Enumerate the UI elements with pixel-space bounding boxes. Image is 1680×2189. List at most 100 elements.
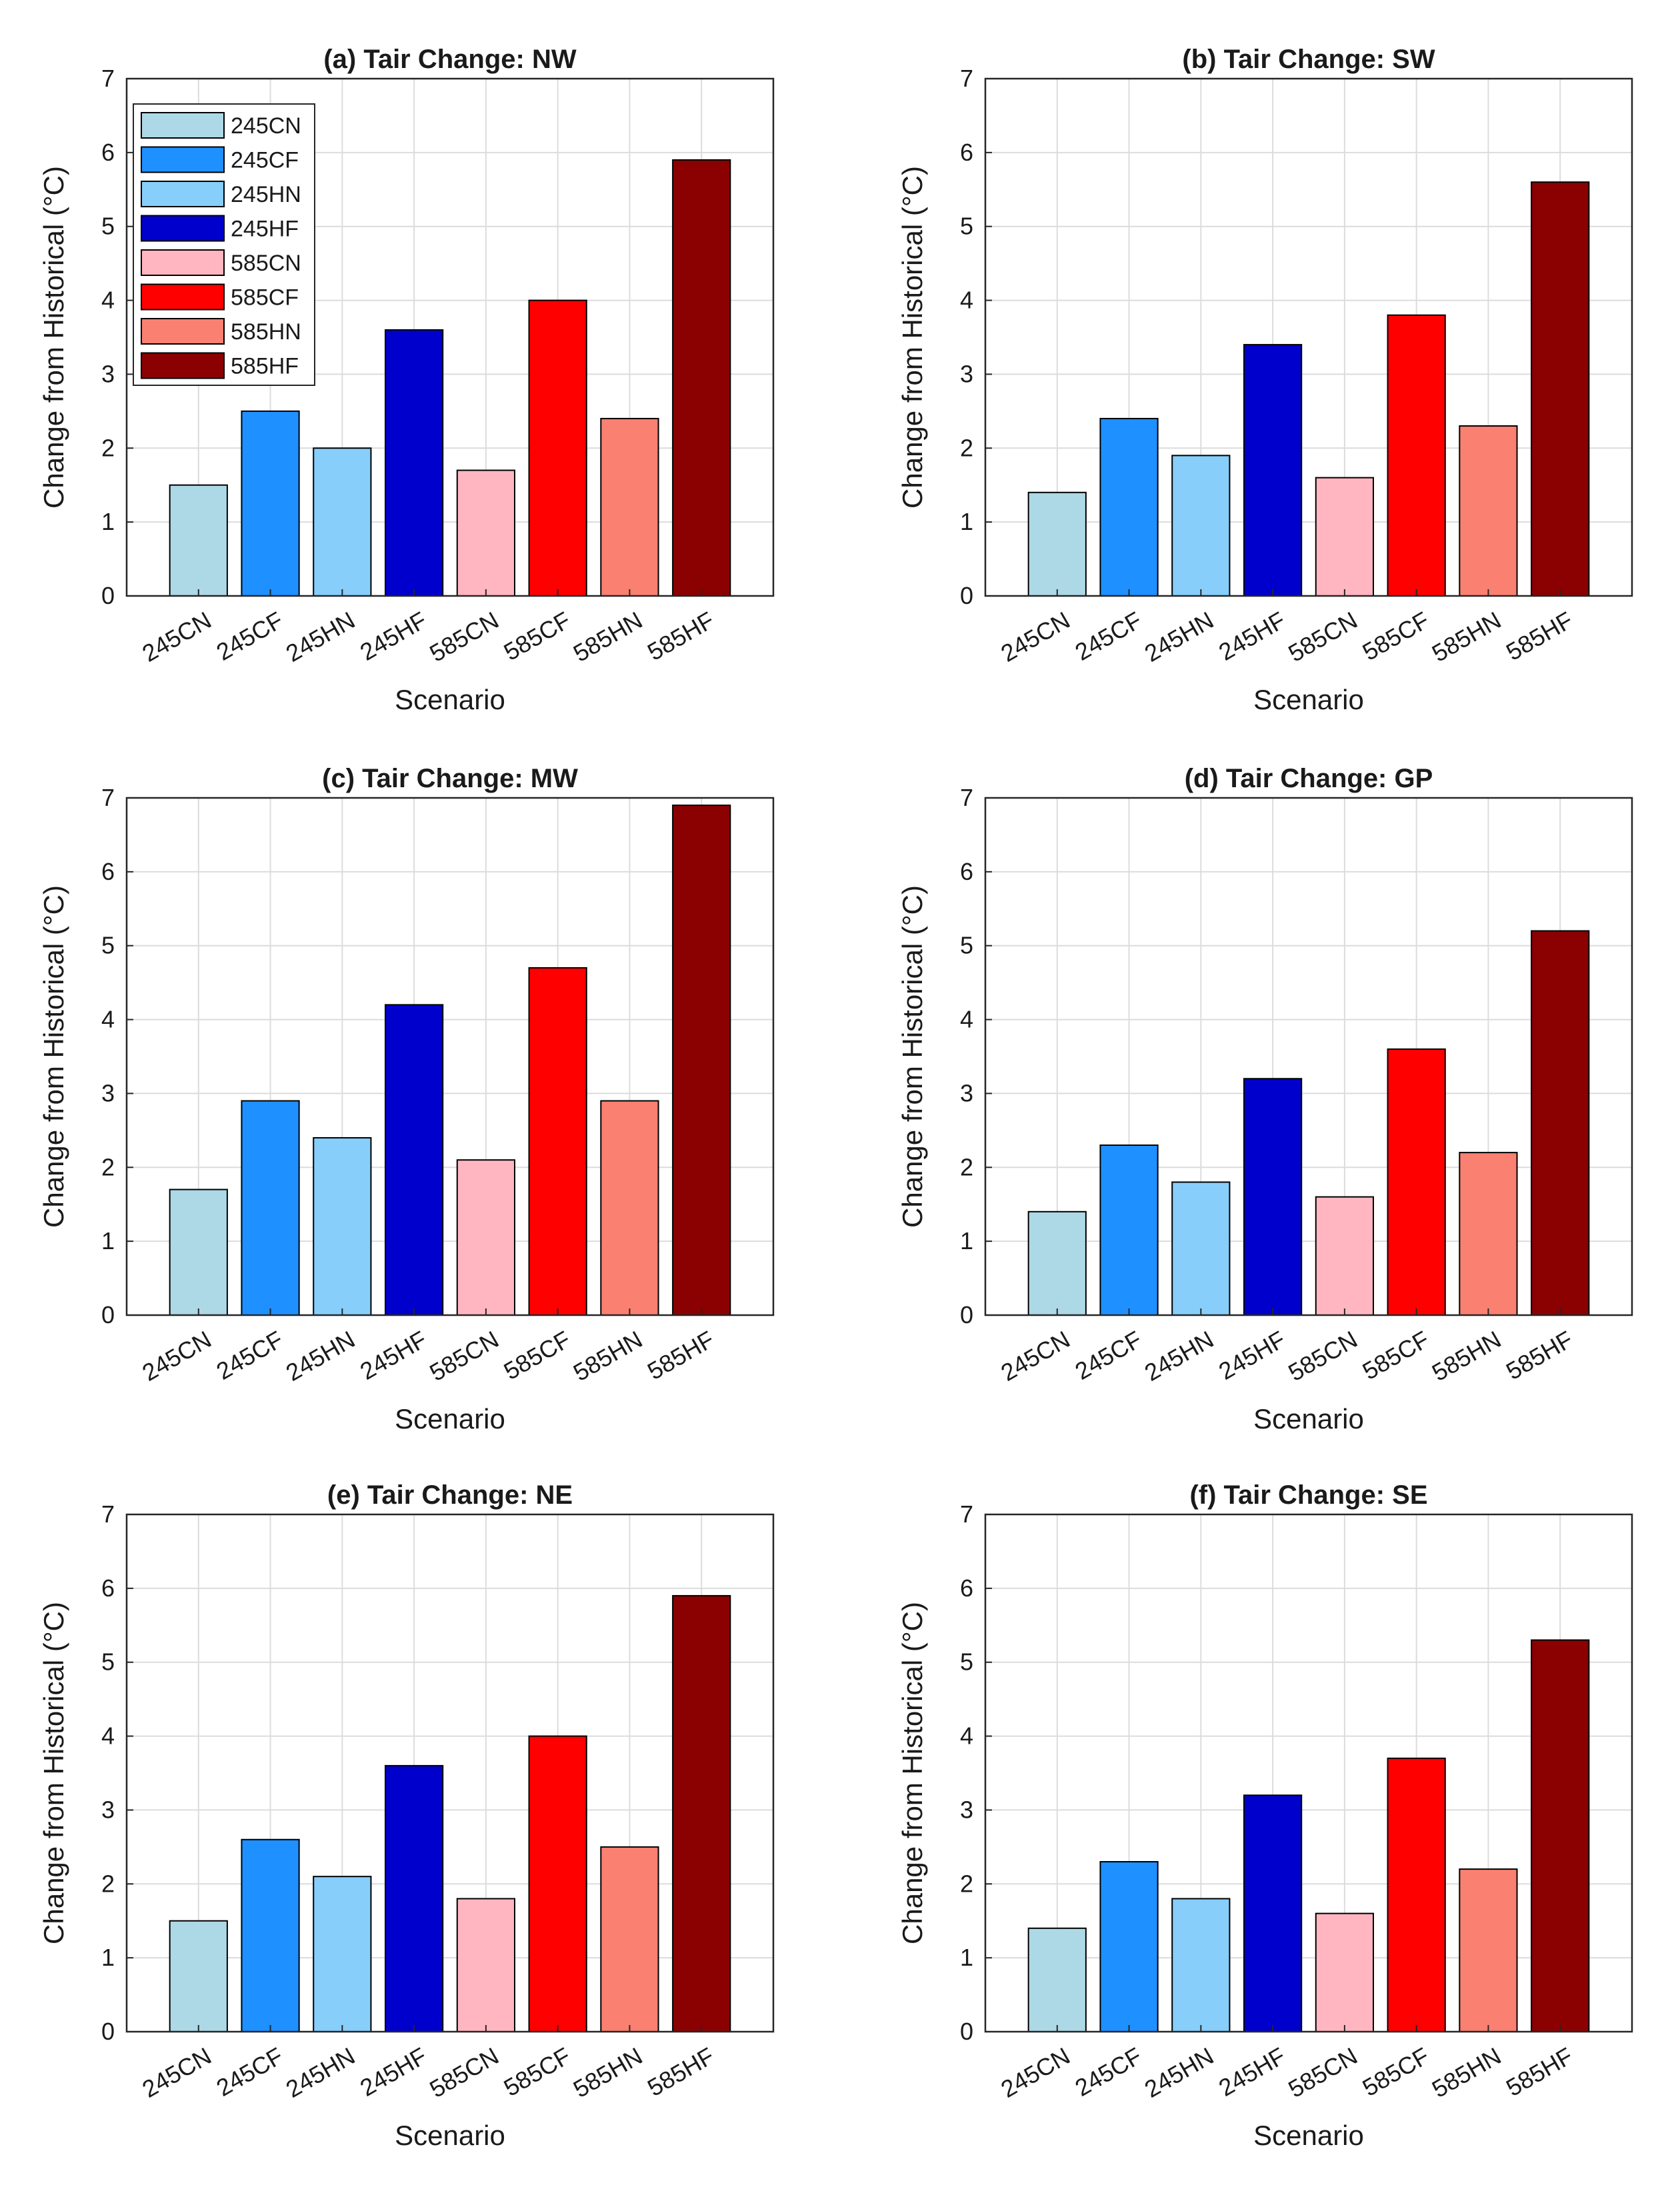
y-tick-label: 0: [101, 2018, 115, 2045]
plot-area: [127, 1514, 773, 2032]
y-tick-label: 1: [101, 508, 115, 535]
plot-area: [985, 1514, 1632, 2032]
x-tick-label: 585CF: [1358, 1325, 1434, 1385]
y-tick-label: 7: [101, 65, 115, 92]
x-tick-label: 585HF: [1501, 2042, 1577, 2102]
x-tick-label: 245CN: [137, 1325, 216, 1386]
y-tick-label: 2: [101, 434, 115, 461]
chart-panel-5: 01234567245CN245CF245HN245HF585CN585CF58…: [38, 1480, 775, 2151]
legend-label: 585HN: [231, 319, 301, 345]
x-tick-label: 245CF: [211, 2042, 287, 2102]
x-tick-label: 245CN: [996, 606, 1075, 667]
x-tick-label: 585HN: [569, 2042, 647, 2103]
x-tick-label: 585CN: [1283, 1325, 1362, 1386]
y-tick-label: 6: [960, 858, 973, 885]
y-tick-label: 7: [101, 784, 115, 811]
x-tick-label: 245HF: [355, 606, 431, 666]
bar-585HN: [600, 417, 659, 597]
x-tick-label: 585HN: [569, 1325, 647, 1386]
bar-585HN: [600, 1100, 659, 1316]
x-tick-label: 585CN: [1283, 606, 1362, 667]
y-axis-label: Change from Historical (°C): [897, 885, 928, 1228]
y-tick-label: 7: [101, 1500, 115, 1528]
bar-585CF: [528, 299, 587, 597]
x-tick-label: 245CF: [211, 606, 287, 666]
y-tick-label: 4: [960, 1722, 973, 1750]
legend-label: 245CF: [231, 148, 299, 173]
y-axis-label: Change from Historical (°C): [38, 166, 69, 509]
bar-585CN: [456, 1898, 515, 2032]
y-axis-label: Change from Historical (°C): [897, 1602, 928, 1944]
y-tick-label: 4: [960, 287, 973, 314]
x-axis-label: Scenario: [1253, 2120, 1364, 2151]
bar-585HF: [672, 1594, 731, 2032]
bar-585CN: [1315, 1912, 1375, 2033]
chart-panel-3: 01234567245CN245CF245HN245HF585CN585CF58…: [38, 764, 775, 1434]
bar-585CF: [1387, 1048, 1446, 1316]
x-tick-label: 585HF: [643, 2042, 719, 2102]
bar-585CF: [528, 1735, 587, 2033]
bar-245HN: [313, 1136, 372, 1316]
bar-245CF: [1099, 1144, 1159, 1316]
y-tick-label: 1: [960, 1227, 973, 1254]
x-tick-label: 585HN: [1427, 2042, 1506, 2103]
y-tick-label: 7: [960, 1500, 973, 1528]
plot-area: [127, 798, 773, 1315]
y-tick-label: 6: [960, 1574, 973, 1602]
x-tick-label: 245HN: [281, 2042, 360, 2103]
x-tick-label: 245HF: [1214, 1325, 1290, 1385]
y-tick-label: 7: [960, 65, 973, 92]
bar-585HN: [1459, 1152, 1518, 1316]
bar-245CF: [241, 410, 300, 597]
x-axis-label: Scenario: [395, 1403, 505, 1434]
x-tick-label: 245HN: [1140, 606, 1219, 667]
x-axis-label: Scenario: [395, 2120, 505, 2151]
bar-585HF: [672, 159, 731, 597]
bar-585HN: [600, 1846, 659, 2033]
y-tick-label: 1: [960, 1944, 973, 1971]
x-tick-label: 585HN: [1427, 1325, 1506, 1386]
legend-label: 585HF: [231, 354, 299, 379]
y-tick-label: 5: [101, 213, 115, 240]
y-tick-label: 4: [960, 1006, 973, 1033]
y-axis-label: Change from Historical (°C): [38, 885, 69, 1228]
bar-245HF: [1243, 344, 1303, 597]
bar-245HF: [385, 1004, 444, 1316]
x-tick-label: 245CF: [1070, 1325, 1146, 1385]
legend-swatch-245HF: [141, 215, 225, 242]
x-tick-label: 245HN: [1140, 2042, 1219, 2103]
y-tick-label: 2: [960, 1153, 973, 1180]
x-tick-label: 585CN: [1283, 2042, 1362, 2103]
x-tick-label: 585CN: [425, 1325, 503, 1386]
chart-title: (b) Tair Change: SW: [1182, 45, 1435, 74]
bar-585HN: [1459, 1868, 1518, 2032]
x-tick-label: 245CN: [996, 2042, 1075, 2103]
bar-245HN: [313, 447, 372, 597]
y-tick-label: 4: [101, 1722, 115, 1750]
bar-245HF: [1243, 1794, 1303, 2032]
x-tick-label: 245HF: [1214, 2042, 1290, 2102]
x-tick-label: 245HN: [281, 606, 360, 667]
x-tick-label: 245CN: [137, 2042, 216, 2103]
axes-box: [125, 797, 775, 1316]
y-tick-label: 0: [960, 582, 973, 609]
y-tick-label: 3: [101, 1796, 115, 1823]
bar-245CN: [1027, 1927, 1087, 2033]
chart-title: (c) Tair Change: MW: [322, 764, 578, 793]
bar-245CN: [169, 1188, 228, 1316]
bar-245HN: [1171, 1898, 1231, 2032]
y-tick-label: 1: [101, 1227, 115, 1254]
y-tick-label: 4: [101, 1006, 115, 1033]
legend-label: 585CF: [231, 285, 299, 311]
x-axis-label: Scenario: [1253, 684, 1364, 715]
chart-title: (f) Tair Change: SE: [1189, 1480, 1427, 1510]
y-tick-label: 3: [960, 1796, 973, 1823]
x-tick-label: 585HF: [643, 606, 719, 666]
y-tick-label: 3: [101, 1079, 115, 1106]
legend: 245CN 245CF 245HN 245HF 585CN 585CF 585HN 585HF: [133, 103, 315, 386]
y-tick-label: 7: [960, 784, 973, 811]
legend-swatch-585CN: [141, 249, 225, 276]
bar-245CN: [1027, 1210, 1087, 1316]
axes-box: [125, 77, 775, 597]
y-tick-label: 5: [101, 1648, 115, 1676]
